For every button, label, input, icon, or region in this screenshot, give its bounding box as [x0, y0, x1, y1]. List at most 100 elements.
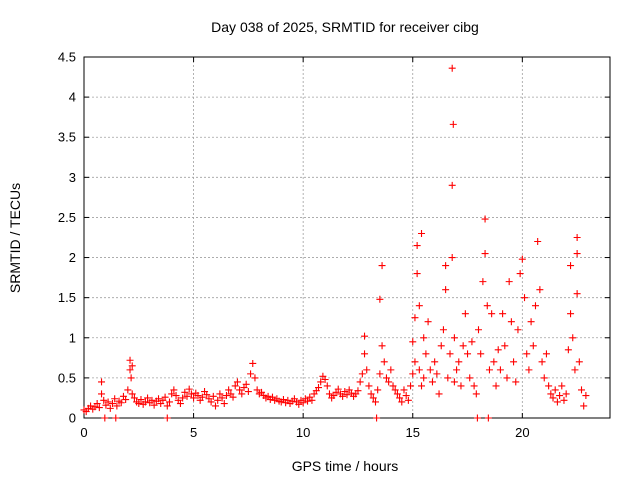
data-point	[229, 393, 237, 401]
data-point	[295, 400, 303, 408]
data-point	[442, 262, 450, 270]
data-point	[472, 390, 480, 398]
data-point	[106, 404, 114, 412]
data-point	[236, 386, 244, 394]
data-point	[411, 358, 419, 366]
data-point	[233, 378, 241, 386]
data-point	[194, 392, 202, 400]
data-point	[95, 404, 103, 412]
data-point	[560, 396, 568, 404]
data-point	[431, 358, 439, 366]
data-point	[176, 400, 184, 408]
data-point	[404, 396, 412, 404]
data-point	[567, 262, 575, 270]
x-tick-label: 0	[80, 425, 87, 440]
data-point	[450, 378, 458, 386]
data-point	[446, 350, 454, 358]
y-axis-label: SRMTID / TECUs	[7, 183, 23, 293]
data-point	[356, 378, 364, 386]
data-point	[477, 350, 485, 358]
data-point	[127, 374, 135, 382]
data-point	[198, 393, 206, 401]
data-point	[582, 392, 590, 400]
data-point	[523, 350, 531, 358]
data-point	[413, 270, 421, 278]
data-point	[371, 398, 379, 406]
data-point	[369, 394, 377, 402]
data-point	[457, 382, 465, 390]
data-point	[137, 396, 145, 404]
data-point	[418, 382, 426, 390]
data-point	[453, 366, 461, 374]
data-point	[161, 393, 169, 401]
data-point	[470, 382, 478, 390]
data-point	[428, 378, 436, 386]
data-point	[128, 362, 136, 370]
data-point	[485, 366, 493, 374]
data-point	[190, 394, 198, 402]
data-point	[536, 286, 544, 294]
data-point	[253, 386, 261, 394]
data-point	[117, 399, 125, 407]
data-point	[378, 262, 386, 270]
data-point	[130, 394, 138, 402]
data-point	[475, 326, 482, 334]
data-point	[238, 390, 246, 398]
data-point	[242, 380, 250, 388]
data-point	[448, 64, 456, 72]
data-point	[128, 390, 136, 398]
data-point	[380, 358, 388, 366]
data-point	[222, 392, 230, 400]
data-point	[163, 414, 171, 422]
data-point	[415, 302, 423, 310]
data-point	[251, 374, 259, 382]
data-point	[433, 370, 441, 378]
data-point	[514, 326, 522, 334]
tick-labels: 0 5 10 15 20 0 0.5 1 1.5 2 2.5 3 3.5 4 4.5	[58, 50, 530, 441]
data-point	[492, 382, 500, 390]
y-tick-label: 3	[69, 170, 76, 185]
data-point	[547, 390, 555, 398]
x-tick-label: 5	[190, 425, 197, 440]
y-tick-label: 2	[69, 250, 76, 265]
data-point	[402, 392, 410, 400]
y-tick-label: 3.5	[58, 130, 76, 145]
data-point	[516, 270, 524, 278]
data-point	[510, 358, 518, 366]
data-point	[104, 398, 112, 406]
data-point	[391, 386, 399, 394]
data-point	[420, 374, 428, 382]
data-point	[187, 390, 195, 398]
data-point	[418, 229, 426, 237]
data-point	[126, 366, 134, 374]
data-point	[141, 398, 149, 406]
data-point	[339, 392, 347, 400]
data-point	[545, 382, 553, 390]
data-point	[382, 374, 390, 382]
data-point	[376, 370, 384, 378]
data-point	[225, 386, 233, 394]
data-point	[218, 394, 226, 402]
data-point	[488, 310, 496, 318]
y-tick-label: 2.5	[58, 210, 76, 225]
data-point	[435, 390, 443, 398]
data-point	[448, 181, 456, 189]
data-point	[531, 302, 539, 310]
data-point	[168, 390, 176, 398]
data-point	[562, 390, 570, 398]
x-tick-label: 15	[406, 425, 420, 440]
data-point	[135, 400, 143, 408]
data-point	[529, 342, 537, 350]
data-point	[424, 318, 432, 326]
data-point	[494, 346, 502, 354]
grid	[84, 57, 610, 418]
data-point	[334, 385, 342, 393]
data-point	[367, 390, 375, 398]
y-tick-label: 0	[69, 411, 76, 426]
data-point	[439, 326, 447, 334]
data-point	[521, 294, 529, 302]
data-point	[556, 392, 564, 400]
data-point	[343, 391, 351, 399]
data-point	[575, 358, 583, 366]
